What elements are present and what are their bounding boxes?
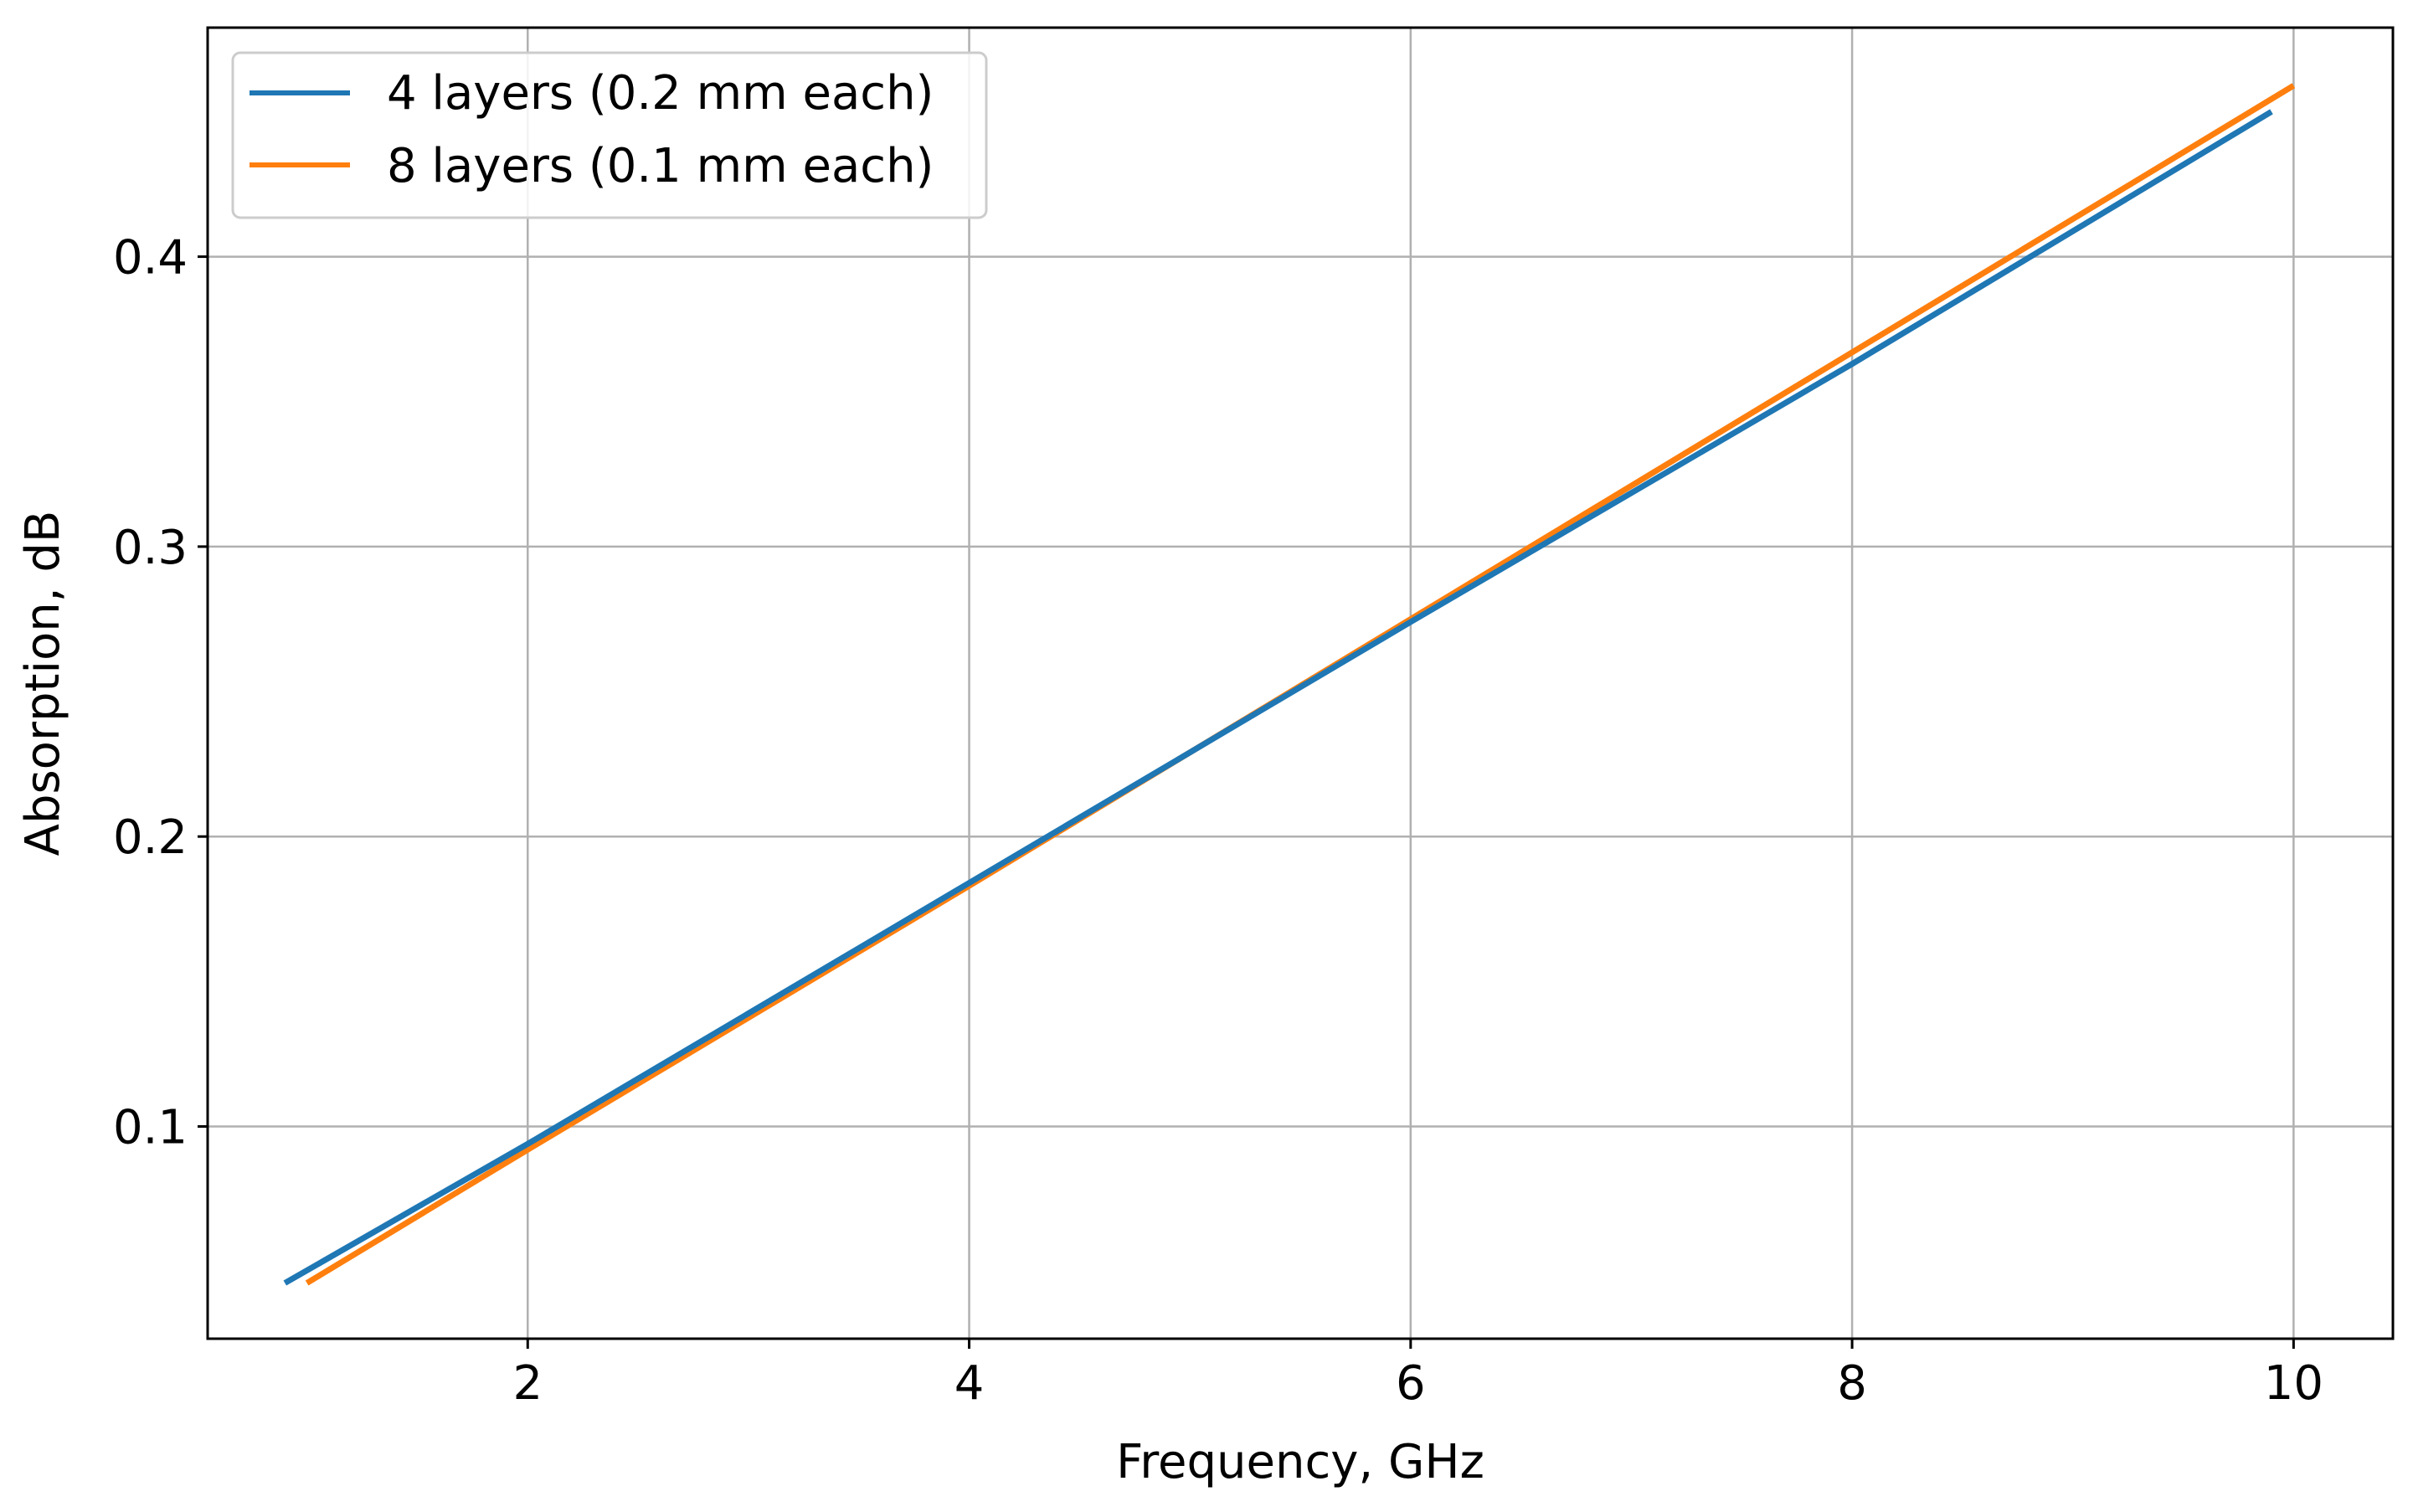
legend-label-8-layers: 8 layers (0.1 mm each)	[387, 139, 934, 193]
x-axis-label: Frequency, GHz	[1116, 1435, 1484, 1489]
x-tick-label: 4	[954, 1356, 985, 1411]
x-tick-label: 2	[512, 1356, 543, 1411]
legend-box	[231, 51, 988, 219]
y-axis-label: Absorption, dB	[16, 511, 70, 856]
x-tick-label: 8	[1837, 1356, 1867, 1411]
legend-label-4-layers: 4 layers (0.2 mm each)	[387, 66, 934, 121]
x-tick-label: 10	[2264, 1356, 2323, 1411]
axis-ticks: 2 4 6 8 10 0.1 0.2 0.3 0.4	[113, 231, 2323, 1411]
y-tick-label: 0.2	[113, 810, 188, 865]
y-tick-label: 0.1	[113, 1101, 188, 1155]
y-tick-label: 0.3	[113, 521, 188, 575]
series-lines	[283, 83, 2296, 1286]
y-tick-label: 0.4	[113, 231, 188, 285]
plot-area-frame	[206, 26, 2395, 1340]
series-line-4-layers	[283, 109, 2273, 1286]
legend: 4 layers (0.2 mm each) 8 layers (0.1 mm …	[231, 51, 988, 219]
x-tick-label: 6	[1396, 1356, 1426, 1411]
